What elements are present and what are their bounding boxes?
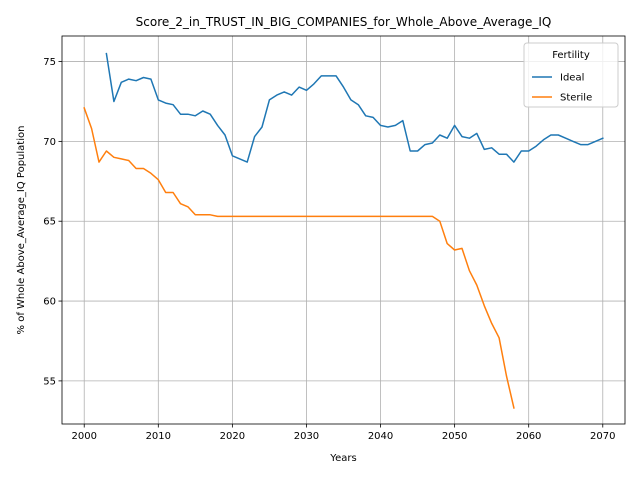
y-tick-label: 75 [43,57,56,68]
legend: Fertility Ideal Sterile [523,42,619,108]
series-lines [83,52,604,409]
series-line-sterile [83,106,515,409]
legend-title: Fertility [552,50,590,61]
y-tick-label: 70 [43,137,56,148]
legend-label-ideal: Ideal [560,73,584,84]
y-tick-label: 60 [43,297,56,308]
x-axis-ticks: 2000 2010 2020 2030 2040 2050 2060 2070 [71,424,616,442]
plot-area-frame [61,35,626,425]
y-axis-ticks: 55 60 65 70 75 [43,57,62,387]
x-tick-label: 2040 [368,431,393,442]
x-tick-label: 2050 [442,431,467,442]
x-tick-label: 2060 [516,431,541,442]
legend-box [523,42,619,108]
y-axis-label: % of Whole Above_Average_IQ Population [16,126,27,335]
chart-title: Score_2_in_TRUST_IN_BIG_COMPANIES_for_Wh… [136,15,552,29]
x-axis-label: Years [329,453,356,464]
x-tick-label: 2010 [146,431,171,442]
x-tick-label: 2070 [590,431,615,442]
series-line-ideal [105,52,604,163]
x-tick-label: 2030 [294,431,319,442]
legend-label-sterile: Sterile [560,93,592,104]
x-tick-label: 2000 [71,431,96,442]
y-tick-label: 55 [43,376,56,387]
x-tick-label: 2020 [220,431,245,442]
y-tick-label: 65 [43,217,56,228]
legend-items: Ideal Sterile [532,73,592,104]
